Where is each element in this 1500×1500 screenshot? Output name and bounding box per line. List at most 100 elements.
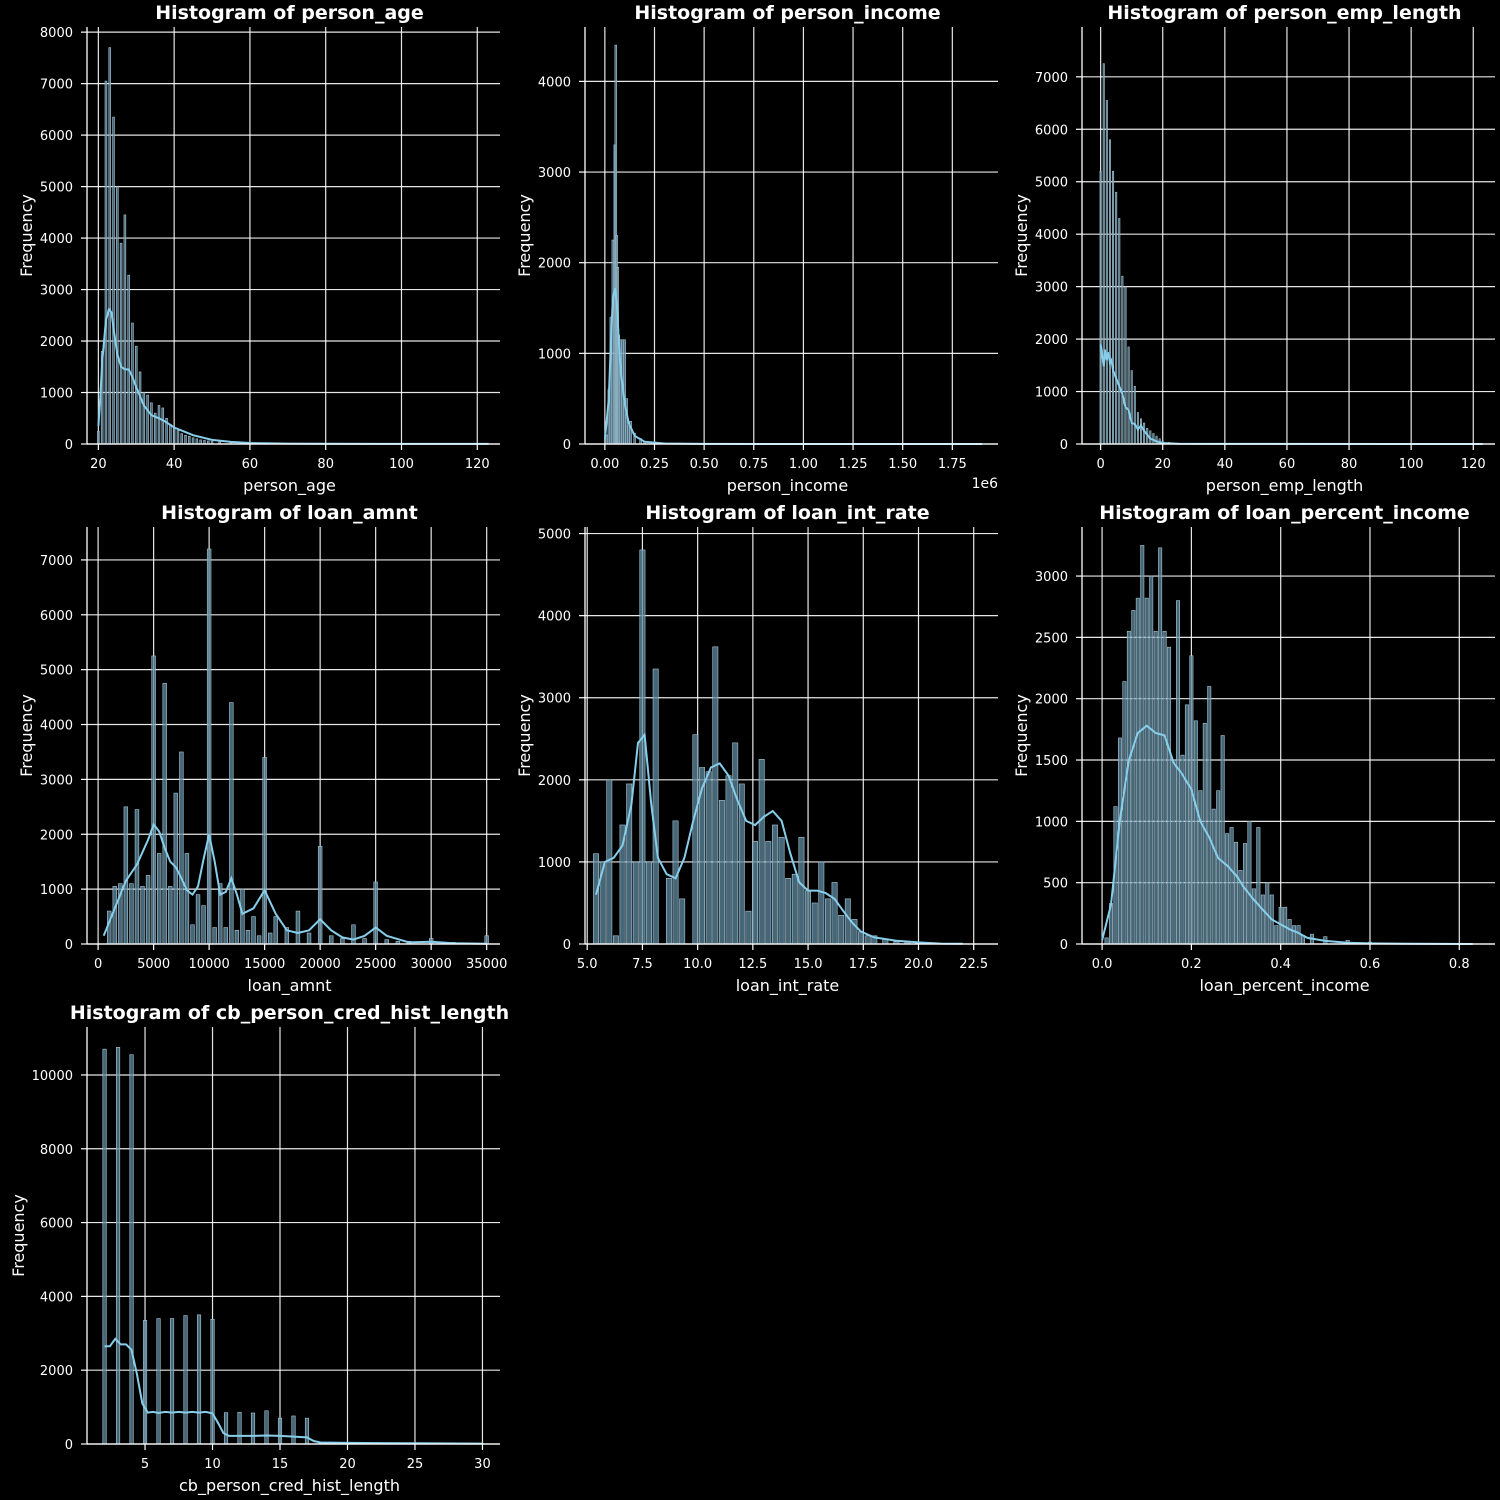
histogram-bar bbox=[611, 239, 614, 445]
histogram-bar bbox=[1234, 841, 1239, 945]
histogram-bar bbox=[127, 274, 130, 445]
histogram-bar bbox=[1131, 610, 1136, 945]
x-tick-label: 100 bbox=[389, 457, 414, 472]
y-tick-label: 1000 bbox=[40, 883, 73, 898]
histogram-bar bbox=[1211, 808, 1216, 945]
histogram-bar bbox=[179, 751, 184, 945]
histogram-bar bbox=[1149, 575, 1154, 945]
x-tick-label: 60 bbox=[242, 457, 259, 472]
x-tick-label: 15000 bbox=[244, 957, 285, 972]
kde-curve bbox=[595, 732, 963, 945]
histogram-bar bbox=[112, 116, 115, 445]
histogram-bar bbox=[267, 932, 273, 945]
y-tick-label: 2000 bbox=[40, 828, 73, 843]
histogram-bar bbox=[156, 853, 162, 945]
y-tick-label: 5000 bbox=[40, 181, 73, 196]
histogram-bar bbox=[123, 806, 129, 945]
histogram-bar bbox=[745, 910, 752, 945]
histogram-bar bbox=[195, 438, 199, 445]
y-tick-label: 0 bbox=[65, 438, 73, 453]
y-tick-label: 0 bbox=[1060, 938, 1068, 953]
histogram-bar bbox=[145, 875, 151, 945]
x-tick-label: 80 bbox=[1341, 457, 1358, 472]
histogram-bar bbox=[142, 392, 146, 445]
histogram-bar bbox=[1122, 681, 1127, 945]
kde-curve bbox=[97, 306, 489, 445]
histogram-bar bbox=[142, 1320, 148, 1445]
histogram-bar bbox=[317, 846, 323, 945]
y-tick-label: 4000 bbox=[40, 232, 73, 247]
histogram-bar bbox=[712, 646, 719, 945]
x-tick-label: 0.00 bbox=[590, 457, 619, 472]
histogram-bar bbox=[184, 853, 190, 945]
histogram-bar bbox=[116, 186, 119, 445]
histogram-bar bbox=[818, 861, 825, 945]
y-tick-label: 4000 bbox=[40, 719, 73, 734]
y-tick-label: 0 bbox=[65, 1438, 73, 1453]
chart-title: Histogram of cb_person_cred_hist_length bbox=[70, 1002, 509, 1024]
y-tick-label: 3000 bbox=[40, 284, 73, 299]
chart-title: Histogram of person_income bbox=[634, 2, 940, 24]
y-tick-label: 0 bbox=[563, 438, 571, 453]
histogram-bar bbox=[1127, 346, 1130, 445]
x-tick-label: 40 bbox=[166, 457, 183, 472]
histogram-bar bbox=[161, 407, 165, 445]
y-tick-label: 6000 bbox=[40, 609, 73, 624]
y-tick-label: 3000 bbox=[538, 166, 571, 181]
x-axis-label: loan_int_rate bbox=[736, 976, 840, 996]
x-tick-label: 0.2 bbox=[1181, 957, 1202, 972]
y-tick-label: 2000 bbox=[538, 774, 571, 789]
histogram-bar bbox=[1133, 386, 1136, 445]
histogram-bar bbox=[1167, 646, 1172, 945]
y-tick-label: 4000 bbox=[40, 1290, 73, 1305]
y-tick-label: 6000 bbox=[40, 1217, 73, 1232]
histogram-bar bbox=[169, 424, 172, 445]
histogram-bar bbox=[1287, 919, 1292, 945]
y-tick-label: 1500 bbox=[1035, 754, 1068, 769]
y-tick-label: 1000 bbox=[40, 387, 73, 402]
histogram-bar bbox=[1260, 894, 1265, 945]
histogram-bar bbox=[115, 1046, 121, 1445]
y-tick-label: 0 bbox=[65, 938, 73, 953]
histogram-bar bbox=[251, 916, 256, 945]
histogram-bar bbox=[201, 905, 206, 945]
y-tick-label: 10000 bbox=[32, 1069, 73, 1084]
chart-title: Histogram of person_age bbox=[155, 2, 424, 24]
x-tick-label: 30 bbox=[474, 1457, 491, 1472]
histogram-bar bbox=[234, 929, 240, 945]
histogram-bar bbox=[157, 405, 161, 445]
histogram-bar bbox=[108, 47, 111, 445]
x-axis-label: person_age bbox=[243, 476, 336, 496]
histogram-bar bbox=[212, 927, 217, 945]
histogram-bar bbox=[811, 902, 818, 945]
histogram-bar bbox=[1158, 547, 1163, 945]
histogram-bar bbox=[785, 878, 792, 945]
histogram-bar bbox=[1247, 821, 1252, 945]
histogram-bar bbox=[134, 809, 140, 945]
chart-panel-loan_amnt: 0 5000 10000 15000 20000 25000 30000 35000 0 1000… bbox=[17, 502, 507, 996]
histogram-bar bbox=[1216, 790, 1221, 945]
y-tick-label: 0 bbox=[1060, 438, 1068, 453]
kde-curve bbox=[1101, 724, 1473, 945]
histogram-bar bbox=[752, 841, 759, 945]
x-tick-label: 0.4 bbox=[1270, 957, 1291, 972]
y-tick-label: 2000 bbox=[40, 1364, 73, 1379]
x-tick-label: 5 bbox=[141, 1457, 149, 1472]
chart-panel-person_age: 20 40 60 80 100 120 0 1000 2000 3000 4000 5000 6000 7… bbox=[17, 2, 500, 496]
histogram-bar bbox=[151, 655, 156, 945]
y-tick-label: 5000 bbox=[538, 528, 571, 543]
x-tick-label: 120 bbox=[1461, 457, 1486, 472]
histogram-bar bbox=[824, 898, 831, 945]
histogram-bar bbox=[362, 938, 367, 945]
histogram-bar bbox=[844, 898, 851, 945]
histogram-panels: 20 40 60 80 100 12001000200030004000500060007… bbox=[9, 2, 1495, 1496]
chart-title: Histogram of loan_int_rate bbox=[645, 502, 929, 524]
histogram-bar bbox=[1189, 655, 1194, 945]
histogram-bar bbox=[838, 914, 845, 945]
x-axis-label: person_income bbox=[727, 476, 848, 496]
x-tick-label: 0.6 bbox=[1360, 957, 1381, 972]
histogram-bar bbox=[1105, 100, 1108, 445]
x-tick-label: 0.0 bbox=[1092, 957, 1113, 972]
x-tick-label: 1.50 bbox=[888, 457, 917, 472]
